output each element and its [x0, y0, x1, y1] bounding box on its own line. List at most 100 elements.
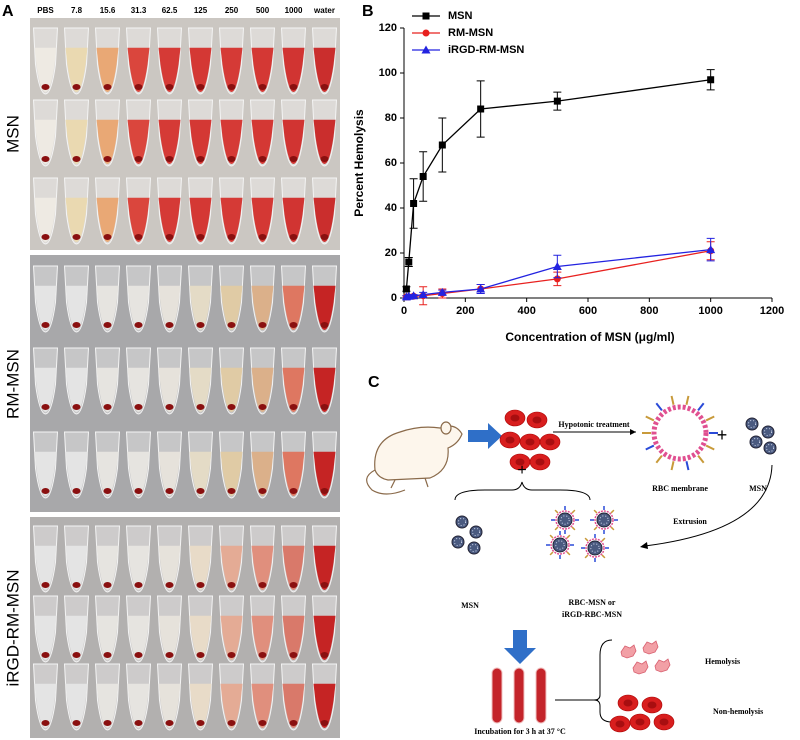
pellet	[320, 84, 329, 90]
pellet	[258, 720, 267, 726]
brace	[454, 481, 591, 501]
pellet	[320, 156, 329, 162]
pellet	[103, 234, 112, 240]
rbc-center	[525, 438, 535, 446]
column-label: 7.8	[71, 6, 83, 15]
tube-liquid	[96, 545, 119, 590]
x-tick-label: 200	[456, 305, 474, 317]
tube-liquid	[282, 197, 305, 242]
tube-liquid	[220, 197, 243, 242]
tube-liquid	[158, 545, 181, 590]
pellet	[134, 652, 143, 658]
pellet	[320, 488, 329, 494]
pellet	[320, 652, 329, 658]
membrane-ring	[651, 404, 709, 462]
pellet	[258, 582, 267, 588]
membrane-protein	[697, 455, 705, 464]
x-tick-label: 1000	[698, 305, 722, 317]
pellet	[196, 234, 205, 240]
tube-liquid	[313, 119, 336, 164]
y-tick-label: 60	[385, 157, 397, 169]
pellet	[103, 322, 112, 328]
pellet	[103, 156, 112, 162]
panel-label: B	[362, 3, 374, 20]
coating-protein	[549, 534, 554, 539]
membrane-protein	[670, 461, 675, 471]
marker	[402, 285, 410, 293]
plus: +	[517, 462, 526, 479]
tube-liquid	[251, 285, 274, 330]
membrane-protein	[645, 415, 655, 422]
rbc-center	[615, 720, 625, 728]
tube-liquid	[96, 119, 119, 164]
pellet	[227, 322, 236, 328]
column-label: 62.5	[162, 6, 178, 15]
pellet	[165, 234, 174, 240]
tube-liquid	[96, 451, 119, 496]
y-tick-label: 40	[385, 202, 397, 214]
tube-liquid	[189, 451, 212, 496]
tube-liquid	[282, 285, 305, 330]
tube-photos	[32, 27, 338, 731]
marker	[553, 275, 561, 283]
msn-pores	[599, 515, 609, 525]
msn	[763, 441, 777, 455]
tube-liquid	[282, 451, 305, 496]
msn-particles	[451, 515, 483, 555]
marker	[421, 45, 431, 54]
tube-liquid	[220, 545, 243, 590]
rbc-center	[545, 438, 555, 446]
coating-protein	[554, 526, 559, 531]
msn-particles	[745, 417, 777, 455]
column-label: 31.3	[131, 6, 147, 15]
tube-liquid	[313, 683, 336, 728]
rbc-center	[635, 718, 645, 726]
pellet	[134, 582, 143, 588]
pellet	[134, 488, 143, 494]
row-label: MSN	[3, 115, 22, 153]
tube-liquid	[220, 119, 243, 164]
marker	[437, 287, 447, 296]
pellet	[134, 84, 143, 90]
pellet	[289, 156, 298, 162]
fragment	[620, 644, 637, 659]
x-tick-label: 600	[579, 305, 597, 317]
y-tick-label: 0	[391, 292, 397, 304]
pellet	[258, 156, 267, 162]
pellet	[103, 720, 112, 726]
column-label: 500	[256, 6, 270, 15]
msn	[469, 525, 483, 539]
pellet	[196, 720, 205, 726]
coated-particles	[546, 506, 618, 562]
caption: Hemolysis	[705, 657, 740, 666]
legend-label: MSN	[448, 10, 473, 22]
pellet	[227, 652, 236, 658]
pellet	[258, 488, 267, 494]
tube-liquid	[220, 47, 243, 92]
msn	[761, 425, 775, 439]
tube-liquid	[313, 451, 336, 496]
coating-protein	[610, 526, 615, 531]
row-label: iRGD-RM-MSN	[3, 569, 22, 686]
tube-liquid	[34, 545, 57, 590]
row-label: RM-MSN	[3, 349, 22, 419]
msn	[596, 512, 612, 528]
pellet	[72, 322, 81, 328]
pellet	[227, 156, 236, 162]
pellet	[165, 652, 174, 658]
tube-liquid	[251, 47, 274, 92]
pellet	[165, 488, 174, 494]
pellet	[258, 234, 267, 240]
membrane-protein	[645, 444, 655, 451]
tube-liquid	[251, 119, 274, 164]
red-blood-cells	[609, 694, 675, 733]
msn-pores	[765, 443, 775, 453]
pellet	[320, 582, 329, 588]
rbc-center	[510, 414, 520, 422]
msn	[467, 541, 481, 555]
step-label: Hypotonic treatment	[558, 420, 630, 429]
arrow	[504, 630, 536, 664]
tube-liquid	[282, 367, 305, 412]
caption: iRGD-RBC-MSN	[562, 610, 622, 619]
